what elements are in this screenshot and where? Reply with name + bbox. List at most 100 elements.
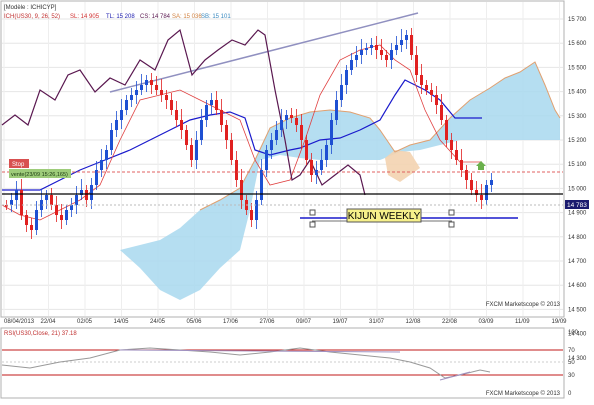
tl-value: TL: 15 208 bbox=[106, 14, 135, 20]
candle-body bbox=[50, 195, 53, 205]
candle-body bbox=[285, 115, 288, 120]
selection-handle[interactable] bbox=[309, 209, 316, 216]
time-tick-label: 22/04 bbox=[41, 319, 57, 325]
buy-arrow-icon bbox=[476, 161, 486, 170]
candle-body bbox=[445, 120, 448, 140]
time-tick-label: 17/06 bbox=[223, 319, 239, 325]
candle-body bbox=[300, 125, 303, 140]
candle-body bbox=[270, 140, 273, 150]
price-marker-text: 14 783 bbox=[567, 202, 587, 209]
time-tick-label: 05/06 bbox=[187, 319, 203, 325]
price-tick-label: 15 200 bbox=[568, 138, 587, 144]
indicator-name: ICH(US30, 9, 26, 52) bbox=[4, 14, 60, 20]
sb-value: SB: 15 101 bbox=[201, 14, 231, 20]
price-tick-label: 15 500 bbox=[568, 65, 587, 71]
candle-body bbox=[415, 55, 418, 75]
time-tick-label: 09/07 bbox=[296, 319, 312, 325]
rsi-tick-label: 0 bbox=[568, 391, 572, 397]
selection-handle[interactable] bbox=[309, 221, 316, 228]
candle-body bbox=[220, 110, 223, 125]
upper-trendline[interactable] bbox=[109, 12, 419, 93]
candle-body bbox=[80, 190, 83, 195]
candle-body bbox=[150, 80, 153, 85]
candle-body bbox=[235, 160, 238, 180]
selection-handle[interactable] bbox=[448, 209, 455, 216]
price-tick-label: 14 300 bbox=[568, 356, 587, 362]
time-tick-label: 11/09 bbox=[515, 319, 530, 325]
price-tick-label: 15 700 bbox=[568, 17, 587, 23]
time-tick-label: 19/07 bbox=[333, 319, 349, 325]
price-tick-label: 14 900 bbox=[568, 211, 587, 217]
candle-body bbox=[315, 170, 318, 175]
candle-body bbox=[290, 115, 293, 118]
price-tick-label: 15 000 bbox=[568, 186, 587, 192]
candle-body bbox=[25, 215, 28, 225]
candle-body bbox=[485, 185, 488, 200]
selection-handle[interactable] bbox=[448, 221, 455, 228]
kijun-label-box[interactable] bbox=[346, 208, 422, 223]
time-tick-label: 12/08 bbox=[406, 319, 422, 325]
time-tick-label: 19/09 bbox=[552, 319, 568, 325]
time-tick-label: 24/05 bbox=[150, 319, 166, 325]
candlesticks bbox=[5, 28, 493, 239]
candle-body bbox=[280, 120, 283, 130]
candle-body bbox=[325, 145, 328, 160]
price-tick-label: 14 800 bbox=[568, 235, 587, 241]
candle-body bbox=[20, 190, 23, 215]
sl-value: SL: 14 905 bbox=[70, 14, 100, 20]
candle-body bbox=[430, 90, 433, 95]
candle-body bbox=[160, 90, 163, 95]
rsi-tick-label: 30 bbox=[568, 373, 575, 379]
candle-body bbox=[205, 105, 208, 120]
candle-body bbox=[105, 150, 108, 160]
candle-body bbox=[175, 110, 178, 120]
model-label: [Modèle : ICHICYP] bbox=[4, 5, 57, 11]
candle-body bbox=[165, 95, 168, 100]
candle-body bbox=[465, 170, 468, 180]
kijun-label: KIJUN WEEKLY bbox=[348, 211, 421, 222]
candle-body bbox=[305, 140, 308, 160]
candle-body bbox=[230, 140, 233, 160]
price-tick-label: 15 300 bbox=[568, 114, 587, 120]
candle-body bbox=[450, 140, 453, 150]
candle-body bbox=[195, 140, 198, 160]
rsi-trendline[interactable] bbox=[439, 371, 471, 381]
stop-tag[interactable] bbox=[9, 159, 29, 168]
candle-body bbox=[365, 48, 368, 50]
candle-body bbox=[375, 45, 378, 50]
candle-body bbox=[310, 160, 313, 175]
time-tick-label: 31/07 bbox=[369, 319, 385, 325]
watermark-rsi: FXCM Marketscope © 2013 bbox=[486, 390, 561, 397]
time-tick-label: 08/04/2013 bbox=[4, 319, 35, 325]
candle-body bbox=[275, 130, 278, 140]
candle-body bbox=[85, 190, 88, 200]
candle-body bbox=[435, 95, 438, 105]
candle-body bbox=[200, 120, 203, 140]
price-tick-label: 14 400 bbox=[568, 332, 587, 338]
rsi-trendline[interactable] bbox=[119, 349, 401, 353]
candle-body bbox=[125, 100, 128, 110]
candle-body bbox=[345, 70, 348, 85]
candle-body bbox=[405, 35, 408, 40]
kumo-twist-area bbox=[385, 150, 420, 182]
price-tick-label: 14 600 bbox=[568, 283, 587, 289]
price-axis[interactable]: 15 700 15 600 15 500 15 400 15 300 15 200 15 1… bbox=[568, 17, 587, 362]
candle-body bbox=[255, 200, 258, 220]
order-tag[interactable] bbox=[9, 169, 71, 178]
time-tick-label: 27/06 bbox=[260, 319, 276, 325]
candle-body bbox=[155, 85, 158, 90]
time-tick-label: 02/05 bbox=[77, 319, 93, 325]
candle-body bbox=[185, 130, 188, 145]
candle-body bbox=[480, 195, 483, 200]
candle-body bbox=[225, 125, 228, 140]
candle-body bbox=[170, 100, 173, 110]
candle-body bbox=[100, 160, 103, 170]
rsi-line bbox=[1, 347, 491, 379]
price-tick-label: 15 100 bbox=[568, 162, 587, 168]
candle-body bbox=[460, 160, 463, 170]
candle-body bbox=[440, 105, 443, 120]
price-tick-label: 15 600 bbox=[568, 41, 587, 47]
time-axis[interactable]: 08/04/2013 22/04 02/05 14/05 24/05 05/06 17/06… bbox=[4, 319, 567, 325]
